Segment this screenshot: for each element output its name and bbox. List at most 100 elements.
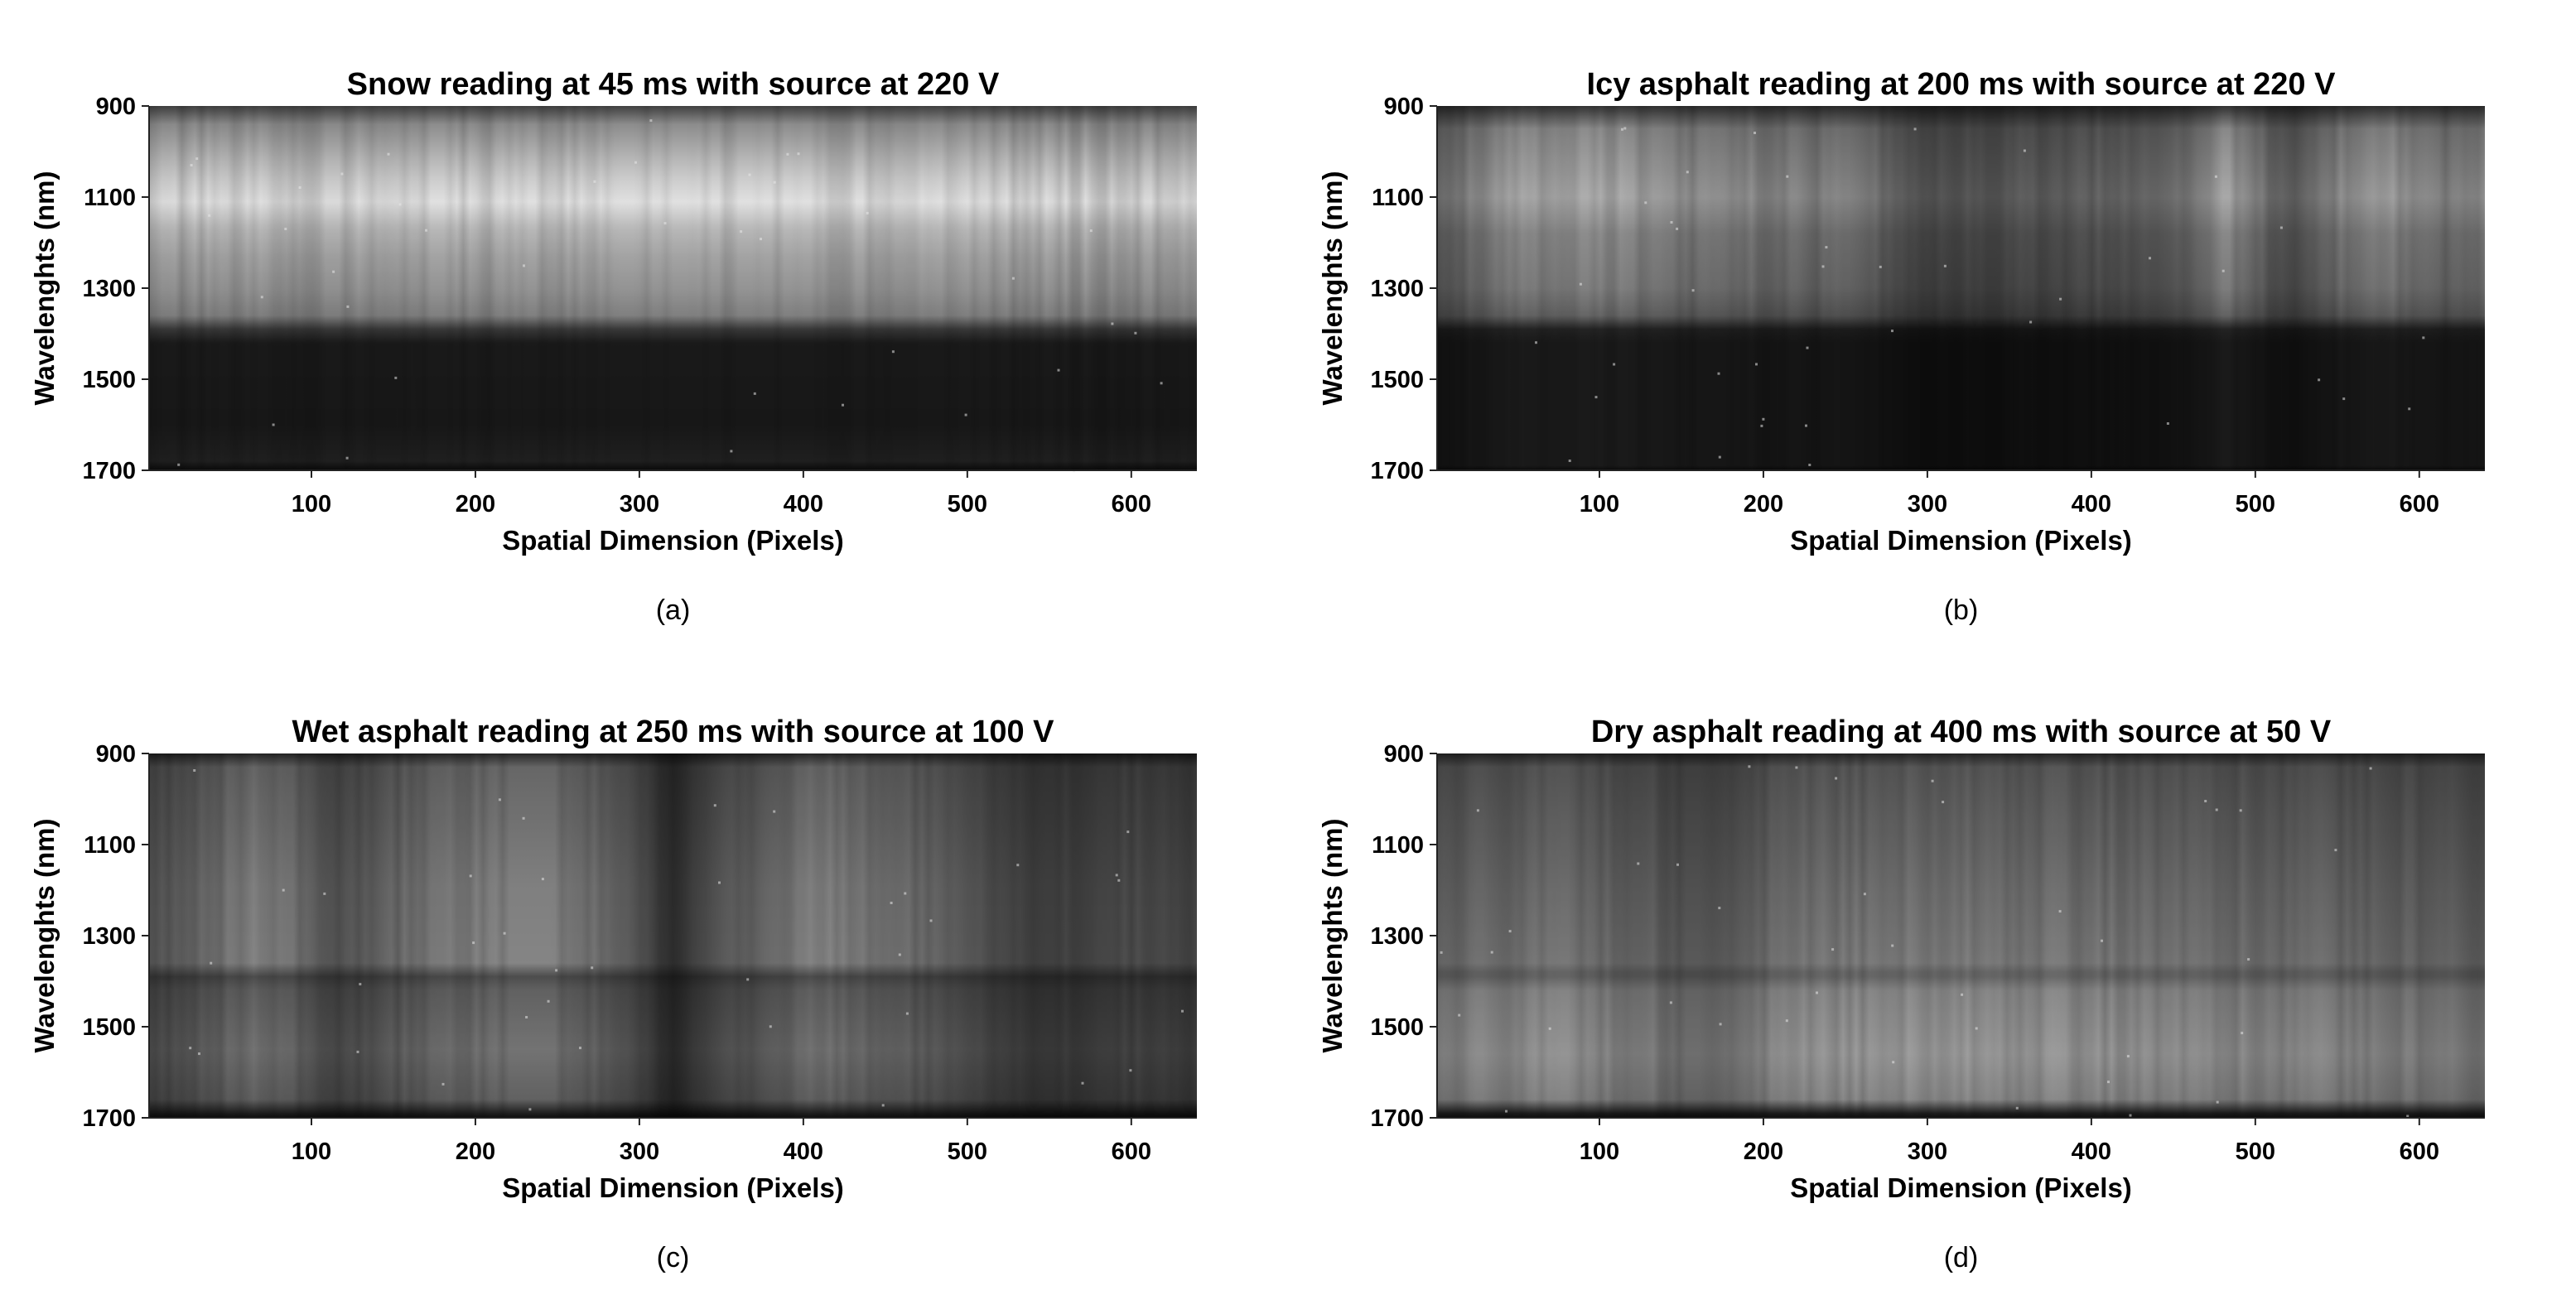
x-axis-label: Spatial Dimension (Pixels) <box>502 1172 844 1203</box>
noise-speckle <box>1931 779 1934 782</box>
x-tick-label: 500 <box>2236 491 2275 518</box>
noise-speckle <box>522 816 525 820</box>
chart-title: Wet asphalt reading at 250 ms with sourc… <box>292 715 1054 749</box>
noise-speckle <box>1440 951 1443 954</box>
x-tick-label: 400 <box>784 491 823 518</box>
noise-speckle <box>1762 417 1765 421</box>
noise-speckle <box>177 463 181 466</box>
noise-speckle <box>1129 1117 1131 1120</box>
noise-speckle <box>1089 229 1093 233</box>
y-axis-label: Wavelenghts (nm) <box>1317 171 1348 406</box>
noise-speckle <box>2029 320 2033 324</box>
noise-speckle <box>1458 1013 1461 1017</box>
noise-speckle <box>1181 1009 1184 1013</box>
x-tick-label: 600 <box>1112 1139 1151 1165</box>
noise-speckle <box>1508 930 1512 933</box>
noise-speckle <box>1621 128 1623 131</box>
noise-speckle <box>2214 175 2217 178</box>
noise-speckle <box>2107 1081 2110 1084</box>
noise-speckle <box>1975 1027 1978 1030</box>
noise-speckle <box>1594 396 1598 399</box>
x-tick-label: 200 <box>1744 1139 1783 1165</box>
noise-speckle <box>332 270 335 273</box>
noise-speckle <box>1785 1019 1788 1023</box>
noise-speckle <box>2279 226 2283 229</box>
noise-speckle <box>323 892 326 895</box>
y-tick-label: 1500 <box>1370 1014 1424 1041</box>
heatmap-panel-d: 900 1100 1300 1500 1700 100 200 300 400 500 600 Dry… <box>1288 648 2576 1295</box>
y-tick-label: 1300 <box>82 923 136 950</box>
noise-speckle <box>1505 1110 1507 1113</box>
noise-speckle <box>2129 1114 2132 1117</box>
noise-speckle <box>541 878 544 881</box>
heatmap-svg: 900 1100 1300 1500 1700 100 200 300 400 500 600 Sno… <box>29 67 1197 626</box>
noise-speckle <box>1825 246 1828 249</box>
panel-caption: (d) <box>1944 1242 1979 1273</box>
noise-speckle <box>2334 849 2337 852</box>
x-tick-label: 500 <box>948 491 987 518</box>
noise-speckle <box>1613 363 1616 366</box>
noise-speckle <box>346 305 350 308</box>
noise-speckle <box>525 1016 528 1018</box>
noise-speckle <box>272 423 275 426</box>
noise-speckle <box>842 403 844 407</box>
noise-speckle <box>198 1052 200 1056</box>
y-tick-label: 900 <box>96 741 136 768</box>
noise-speckle <box>773 181 776 184</box>
noise-speckle <box>469 874 472 878</box>
noise-speckle <box>387 152 390 156</box>
noise-speckle <box>1717 372 1720 375</box>
noise-speckle <box>1579 282 1582 286</box>
noise-speckle <box>2369 767 2372 770</box>
noise-speckle <box>503 932 506 935</box>
chart-title: Snow reading at 45 ms with source at 220… <box>347 67 1000 102</box>
noise-speckle <box>1961 993 1964 996</box>
noise-speckle <box>2247 958 2250 961</box>
y-axis-label: Wavelenghts (nm) <box>29 171 60 406</box>
noise-speckle <box>2239 809 2242 812</box>
noise-speckle <box>1623 127 1627 130</box>
noise-speckle <box>1795 766 1798 769</box>
noise-speckle <box>1808 464 1811 466</box>
panel-caption: (b) <box>1944 595 1979 626</box>
noise-speckle <box>282 888 285 892</box>
noise-speckle <box>193 769 196 772</box>
noise-speckle <box>1160 382 1163 385</box>
noise-speckle <box>1718 907 1721 910</box>
noise-speckle <box>1637 862 1640 865</box>
noise-speckle <box>786 152 789 156</box>
x-tick-label: 500 <box>948 1139 987 1165</box>
heatmap-svg: 900 1100 1300 1500 1700 100 200 300 400 500 600 Dry… <box>1317 715 2485 1273</box>
noise-speckle <box>210 961 213 965</box>
noise-speckle <box>1111 322 1114 325</box>
noise-speckle <box>1754 132 1756 134</box>
noise-speckle <box>394 376 398 379</box>
heatmap-svg: 900 1100 1300 1500 1700 100 200 300 400 500 600 Wet… <box>29 715 1197 1273</box>
noise-speckle <box>190 164 193 166</box>
noise-speckle <box>298 186 301 189</box>
y-tick-label: 1500 <box>1370 367 1424 393</box>
panel-caption: (c) <box>657 1242 690 1273</box>
noise-speckle <box>1913 128 1917 131</box>
noise-speckle <box>1786 175 1789 178</box>
x-tick-label: 600 <box>1112 491 1151 518</box>
noise-speckle <box>1644 201 1647 205</box>
noise-speckle <box>746 978 750 981</box>
noise-speckle <box>649 119 653 123</box>
noise-speckle <box>1081 1081 1084 1085</box>
noise-speckle <box>1942 801 1945 804</box>
x-tick-label: 200 <box>456 491 495 518</box>
noise-speckle <box>555 969 558 972</box>
x-axis-label: Spatial Dimension (Pixels) <box>502 525 844 556</box>
noise-speckle <box>713 804 716 807</box>
noise-speckle <box>1816 991 1818 994</box>
x-tick-label: 300 <box>1908 1139 1947 1165</box>
noise-speckle <box>663 222 667 225</box>
noise-speckle <box>1548 1027 1551 1030</box>
noise-speckle <box>748 173 751 176</box>
noise-speckle <box>2241 1032 2244 1035</box>
y-tick-label: 1100 <box>84 832 136 859</box>
x-tick-label: 300 <box>620 491 659 518</box>
y-tick-label: 1500 <box>82 367 136 393</box>
noise-speckle <box>2422 336 2425 339</box>
